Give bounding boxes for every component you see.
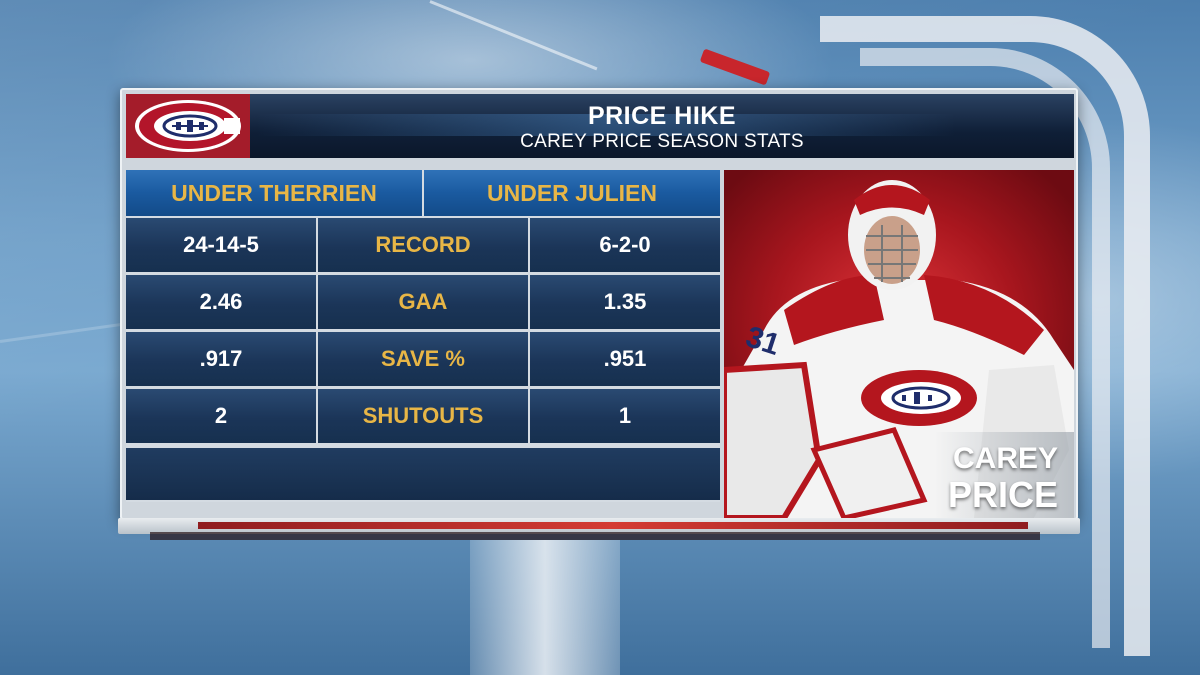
graphic-subtitle: CAREY PRICE SEASON STATS bbox=[520, 131, 804, 152]
stat-left-value: 2 bbox=[126, 389, 316, 443]
stat-left-value: .917 bbox=[126, 332, 316, 386]
stat-row-save-pct: .917 SAVE % .951 bbox=[126, 332, 720, 386]
montreal-canadiens-logo-icon bbox=[135, 100, 241, 152]
header-glow bbox=[256, 114, 956, 136]
stat-left-value: 24-14-5 bbox=[126, 218, 316, 272]
background-pillar bbox=[470, 540, 620, 675]
stat-right-value: 1.35 bbox=[530, 275, 720, 329]
board-red-accent bbox=[198, 522, 1028, 529]
stat-right-value: 1 bbox=[530, 389, 720, 443]
stat-row-shutouts: 2 SHUTOUTS 1 bbox=[126, 389, 720, 443]
stat-row-record: 24-14-5 RECORD 6-2-0 bbox=[126, 218, 720, 272]
stat-right-value: 6-2-0 bbox=[530, 218, 720, 272]
board-header: PRICE HIKE CAREY PRICE SEASON STATS bbox=[126, 94, 1074, 158]
stat-right-value: .951 bbox=[530, 332, 720, 386]
stat-left-value: 2.46 bbox=[126, 275, 316, 329]
stat-label: SHUTOUTS bbox=[318, 389, 528, 443]
graphic-title: PRICE HIKE bbox=[587, 102, 737, 130]
player-photo: 31 CAREY PRICE bbox=[724, 170, 1074, 518]
stat-label: GAA bbox=[318, 275, 528, 329]
player-last-name: PRICE bbox=[947, 474, 1058, 515]
stat-row-empty bbox=[126, 448, 720, 500]
stats-table: UNDER THERRIEN UNDER JULIEN 24-14-5 RECO… bbox=[126, 170, 720, 502]
column-header-right: UNDER JULIEN bbox=[424, 170, 720, 216]
stat-label: RECORD bbox=[318, 218, 528, 272]
team-logo-box bbox=[126, 94, 250, 158]
stat-label: SAVE % bbox=[318, 332, 528, 386]
stats-board: PRICE HIKE CAREY PRICE SEASON STATS UNDE… bbox=[120, 88, 1078, 520]
player-first-name: CAREY bbox=[952, 442, 1058, 475]
stat-row-gaa: 2.46 GAA 1.35 bbox=[126, 275, 720, 329]
column-header-left: UNDER THERRIEN bbox=[126, 170, 422, 216]
player-name-backdrop bbox=[934, 432, 1074, 518]
board-shadow-strip bbox=[150, 532, 1040, 540]
